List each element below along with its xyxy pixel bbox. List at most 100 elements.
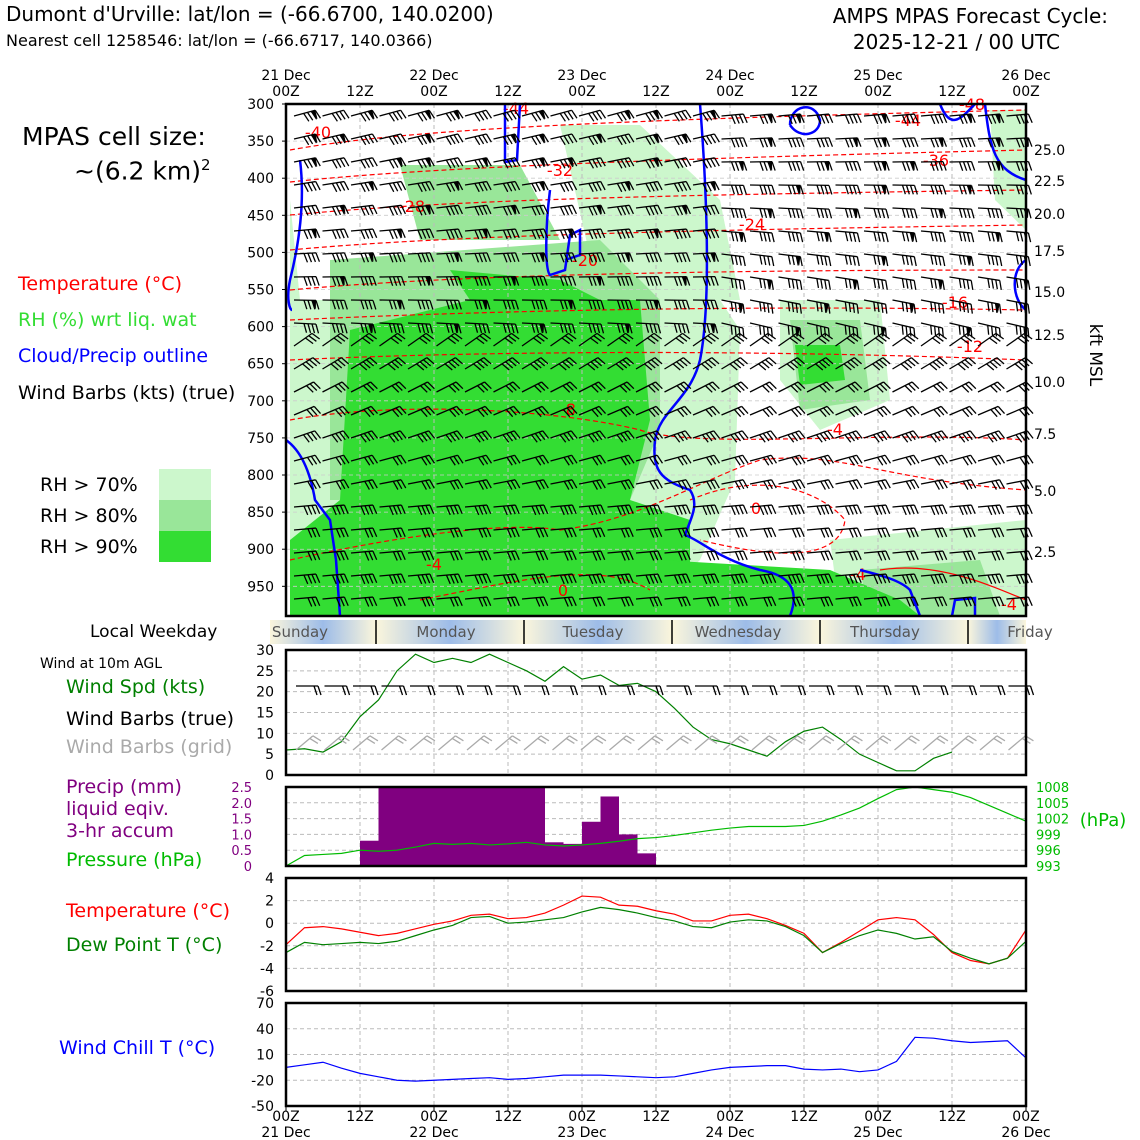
bottom-date-label: 21 Dec xyxy=(261,1125,310,1140)
wind-barb xyxy=(513,430,521,439)
wind-barb xyxy=(588,253,594,263)
wind-barb xyxy=(392,457,399,466)
wind-barb xyxy=(502,113,509,122)
wind-barb xyxy=(457,550,463,561)
wind-barb xyxy=(343,550,349,561)
wind-barb xyxy=(730,184,735,195)
wind-barb xyxy=(335,135,342,145)
wind-barb xyxy=(767,332,777,340)
wind-barb xyxy=(563,457,570,466)
wind-barb xyxy=(852,528,858,538)
wind-barb xyxy=(771,573,777,584)
wind-barb xyxy=(486,276,491,286)
wind-barb xyxy=(742,504,748,515)
wind-barb xyxy=(991,551,997,561)
wind-barb xyxy=(457,323,462,334)
wind-barb xyxy=(714,252,720,262)
wind-barb xyxy=(600,276,605,286)
wind-barb xyxy=(417,574,423,585)
wind-barb xyxy=(366,383,375,391)
wind-barb xyxy=(977,207,1001,210)
wind-barb xyxy=(371,133,378,143)
weekday-title: Local Weekday xyxy=(90,622,218,642)
wind-barb xyxy=(429,252,435,262)
wind-barb xyxy=(706,229,712,239)
wind-barb xyxy=(538,157,546,167)
wind-barb xyxy=(448,361,457,369)
wind-barb xyxy=(595,205,602,215)
wind-barb xyxy=(453,181,460,191)
wind-barb xyxy=(791,528,797,538)
wind-barb xyxy=(453,276,459,286)
wind-barb xyxy=(819,433,827,442)
wind-tick-label: 30 xyxy=(256,643,274,659)
wind-barb xyxy=(885,113,891,124)
wind-barb xyxy=(1019,208,1024,219)
wind-barb xyxy=(618,337,627,345)
wind-barb xyxy=(986,434,994,443)
surface-barb-grid xyxy=(922,735,941,751)
wind-barb xyxy=(453,528,459,538)
wind-barb xyxy=(335,457,342,466)
wind-barb xyxy=(970,113,976,124)
wind-barb xyxy=(421,505,427,515)
wind-barb xyxy=(806,230,829,234)
wind-barb xyxy=(771,232,775,243)
wind-barb xyxy=(538,181,546,191)
wind-barb xyxy=(930,325,933,335)
wind-barb xyxy=(648,433,656,442)
wind-barb xyxy=(995,551,1001,561)
legend-rh90-swatch xyxy=(159,531,211,562)
top-hour-label: 00Z xyxy=(420,84,447,100)
wind-barb xyxy=(615,363,624,371)
wind-barb xyxy=(901,231,906,242)
wind-barb xyxy=(315,300,320,310)
wind-barb xyxy=(759,574,765,585)
wind-barb xyxy=(905,255,909,266)
wind-barb xyxy=(649,276,654,286)
surface-barb-grid xyxy=(879,737,889,744)
wind-barb xyxy=(1019,255,1023,266)
wind-barb xyxy=(624,205,631,215)
cell-size-label: MPAS cell size: xyxy=(22,122,206,151)
wind-barb xyxy=(876,457,884,466)
wind-barb xyxy=(730,505,736,516)
wind-barb xyxy=(1019,481,1026,490)
wind-barb xyxy=(363,433,371,442)
wind-barb xyxy=(424,407,432,416)
wind-barb xyxy=(445,299,450,310)
wind-barb xyxy=(913,137,919,147)
wind-barb xyxy=(730,255,734,265)
wind-barb xyxy=(705,457,713,466)
wind-barb xyxy=(769,381,777,390)
wind-barb xyxy=(372,527,378,538)
wind-barb xyxy=(429,527,435,538)
wind-barb xyxy=(873,255,877,265)
bottom-date-label: 25 Dec xyxy=(853,1125,902,1140)
wind-barb xyxy=(424,157,432,167)
wind-barb xyxy=(905,161,911,171)
wind-barb xyxy=(644,363,653,371)
wind-barb xyxy=(759,505,765,516)
wind-barb xyxy=(510,158,517,168)
wind-barb xyxy=(999,596,1005,607)
wind-barb xyxy=(966,455,973,465)
wind-barb xyxy=(360,574,366,585)
bottom-date-label: 24 Dec xyxy=(705,1125,754,1140)
wind-barb xyxy=(592,135,599,145)
wind-barb xyxy=(759,138,765,148)
wind-barb xyxy=(645,229,651,240)
wind-barb xyxy=(596,323,601,334)
wind-barb xyxy=(302,363,311,371)
wind-barb xyxy=(848,255,852,266)
wind-barb xyxy=(710,551,716,561)
wind-barb xyxy=(843,363,852,371)
wind-barb xyxy=(339,505,345,515)
wind-barb xyxy=(421,323,426,334)
wind-barb xyxy=(571,205,577,215)
wind-barb xyxy=(474,574,480,585)
wind-barb xyxy=(307,135,314,145)
wind-barb xyxy=(571,596,577,607)
wind-barb xyxy=(482,597,488,607)
wind-barb xyxy=(482,551,488,561)
